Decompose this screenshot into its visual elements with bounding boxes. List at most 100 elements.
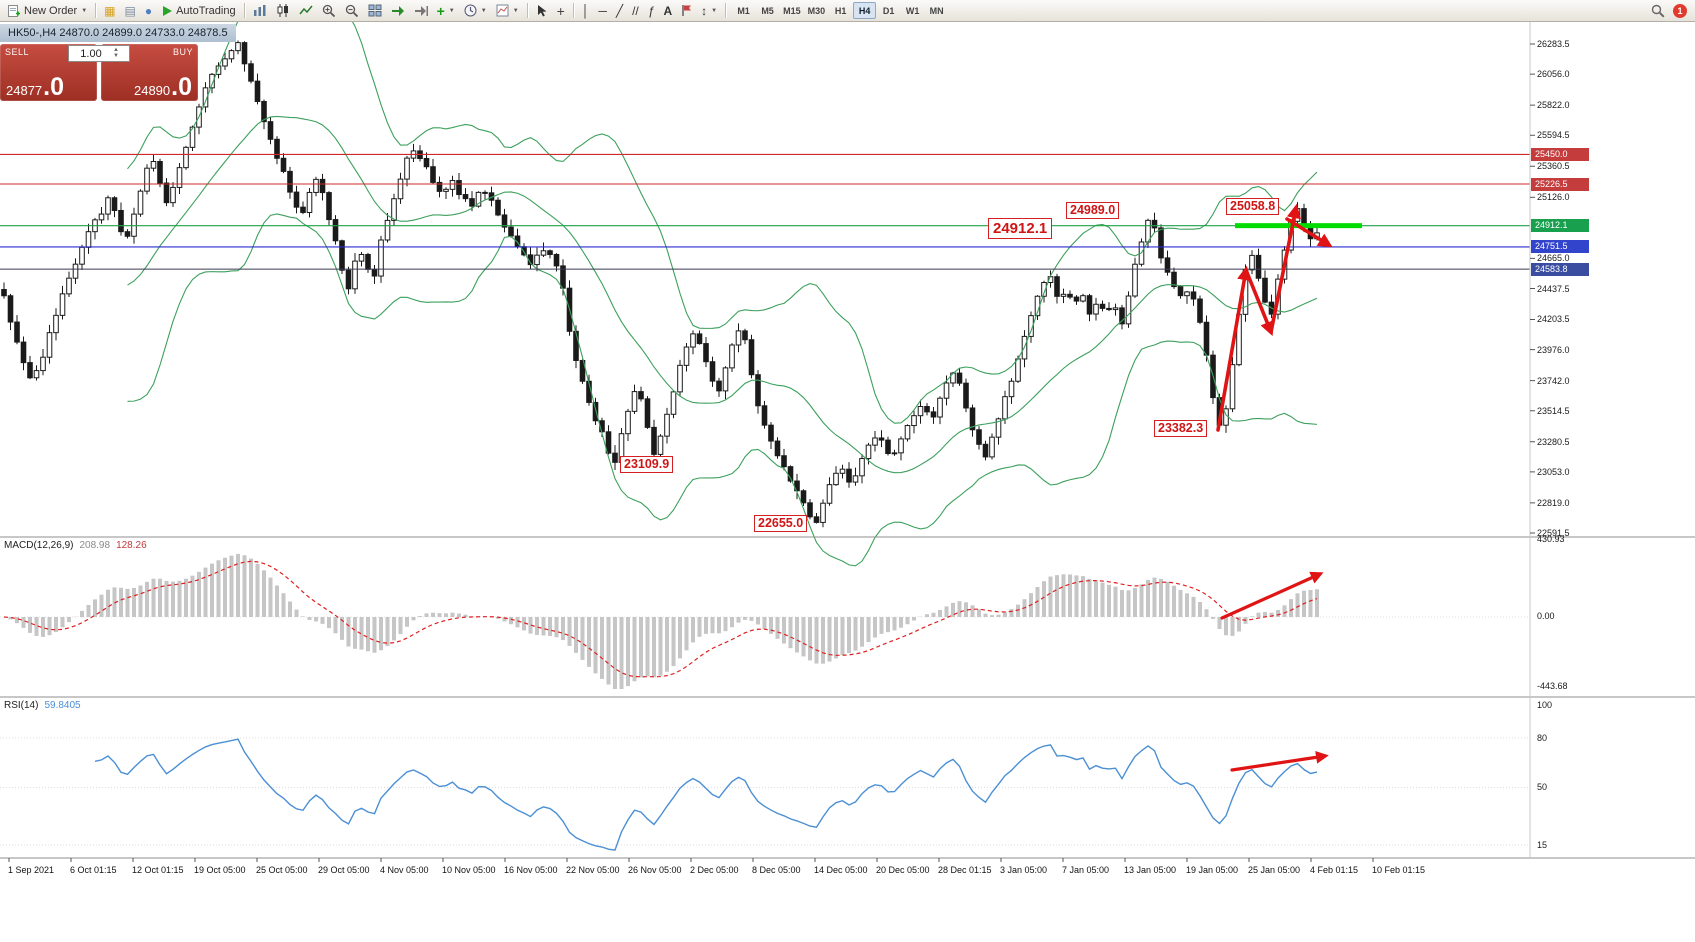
channel-button[interactable]: // [628,1,643,20]
horizontal-line-button[interactable]: ─ [594,1,611,20]
rsi-line [94,738,1318,851]
candlesticks [1,40,1320,528]
new-order-button[interactable]: New Order ▼ [4,1,91,20]
timeframe-button-d1[interactable]: D1 [882,5,895,16]
sell-price-main: 24877 [6,83,43,98]
community-button[interactable]: ● [141,1,156,20]
print-button[interactable]: ▤ [120,1,139,20]
trendline-button[interactable]: ╱ [612,1,627,20]
autotrading-button[interactable]: AutoTrading [157,1,240,20]
toolbar-separator [572,3,574,18]
rsi-label: RSI(14) [4,700,39,711]
zoom-in-icon [322,4,335,17]
spinner-down-icon[interactable]: ▼ [113,52,119,59]
text-button[interactable]: A [659,1,676,20]
volume-input[interactable] [69,47,113,60]
timeframe-button-m15[interactable]: M15 [783,5,801,16]
sell-label: SELL [5,47,30,57]
candlestick-chart-icon [277,4,288,17]
chart-shift-button[interactable] [410,1,432,20]
auto-scroll-button[interactable] [387,1,409,20]
line-chart-button[interactable] [295,1,317,20]
zoom-in-button[interactable] [318,1,340,20]
timeframe-button-m1[interactable]: M1 [737,5,750,16]
chart-area: HK50-,H4 24870.0 24899.0 24733.0 24878.5… [0,22,1695,942]
chevron-down-icon: ▼ [512,7,519,14]
channel-icon: // [632,3,639,18]
chart-info-line: HK50-,H4 24870.0 24899.0 24733.0 24878.5 [0,24,236,42]
fibonacci-button[interactable]: ƒ [644,1,659,20]
line-chart-icon [299,5,313,15]
rsi-arrow[interactable] [1230,751,1329,772]
timeframe-toolbar: M1 M5 M15 M30 H1 H4 D1 W1 MN [732,2,948,19]
chart-shift-icon [414,5,428,16]
chevron-down-icon: ▼ [448,7,455,14]
editor-button[interactable]: ▦ [100,1,119,20]
buy-price-main: 24890 [133,83,171,98]
macd-signal-value: 128.26 [116,540,147,551]
bar-chart-button[interactable] [249,1,271,20]
macd-header: MACD(12,26,9) 208.98 128.26 [4,540,147,551]
editor-icon: ▦ [104,3,116,18]
trendline-icon: ╱ [615,3,624,18]
buy-price-frac: .0 [171,72,192,101]
chevron-down-icon: ▼ [711,7,718,14]
new-order-label: New Order [24,4,78,17]
tile-windows-button[interactable] [364,1,386,20]
zoom-out-icon [345,4,358,17]
arrows-button[interactable]: ↕ ▼ [697,1,721,20]
bollinger-bands [127,22,1318,567]
print-icon: ▤ [124,3,136,18]
community-icon: ● [144,3,153,18]
volume-spinner[interactable]: ▲ ▼ [113,47,119,59]
volume-field[interactable]: ▲▼ [68,45,130,62]
macd-arrow[interactable] [1220,571,1324,620]
zoom-out-button[interactable] [341,1,363,20]
toolbar-right-group: 1 [1651,3,1691,18]
timeframe-button-h4[interactable]: H4 [853,2,877,19]
toolbar-separator [95,3,97,18]
timeframe-button-mn[interactable]: MN [929,5,944,16]
timeframe-button-h1[interactable]: H1 [834,5,847,16]
vertical-line-button[interactable]: │ [578,1,594,20]
trend-arrow[interactable] [1244,268,1274,337]
new-order-icon [8,5,20,17]
text-icon: A [663,3,673,18]
chevron-down-icon: ▼ [480,7,487,14]
sell-price-frac: .0 [43,72,65,101]
search-icon[interactable] [1651,4,1665,18]
timeframe-button-m5[interactable]: M5 [761,5,774,16]
bar-chart-icon [253,5,266,16]
toolbar-separator [725,3,727,18]
rsi-header: RSI(14) 59.8405 [4,700,81,711]
chevron-down-icon: ▼ [81,7,88,14]
price-chart-canvas[interactable] [0,22,1695,942]
toolbar-separator [526,3,528,18]
text-label-button[interactable] [677,1,696,20]
macd-histogram [8,553,1319,689]
templates-button[interactable]: ▼ [492,1,523,20]
trend-arrow[interactable] [1285,217,1333,248]
indicators-button[interactable]: + ▼ [433,1,459,20]
trend-arrow[interactable] [1216,265,1252,432]
macd-signal-line [3,560,1318,678]
horizontal-line-icon: ─ [598,3,607,18]
templates-icon [496,4,509,17]
autotrading-play-icon [163,5,173,16]
notification-badge[interactable]: 1 [1673,3,1687,18]
toolbar-separator [243,3,245,18]
timeframe-button-m30[interactable]: M30 [807,5,826,16]
spinner-up-icon[interactable]: ▲ [113,47,119,54]
periods-button[interactable]: ▼ [460,1,491,20]
one-click-trading-widget: SELL 24877 .0 BUY 24890 .0 ▲▼ [0,44,198,101]
crosshair-icon: + [556,2,565,19]
vertical-line-icon: │ [581,3,590,18]
trend-arrow[interactable] [1269,203,1302,334]
macd-main-value: 208.98 [79,540,111,551]
rsi-value: 59.8405 [44,700,81,711]
cursor-button[interactable] [532,1,552,20]
crosshair-button[interactable]: + [553,1,569,20]
timeframe-button-w1[interactable]: W1 [905,5,920,16]
candlestick-chart-button[interactable] [272,1,294,20]
